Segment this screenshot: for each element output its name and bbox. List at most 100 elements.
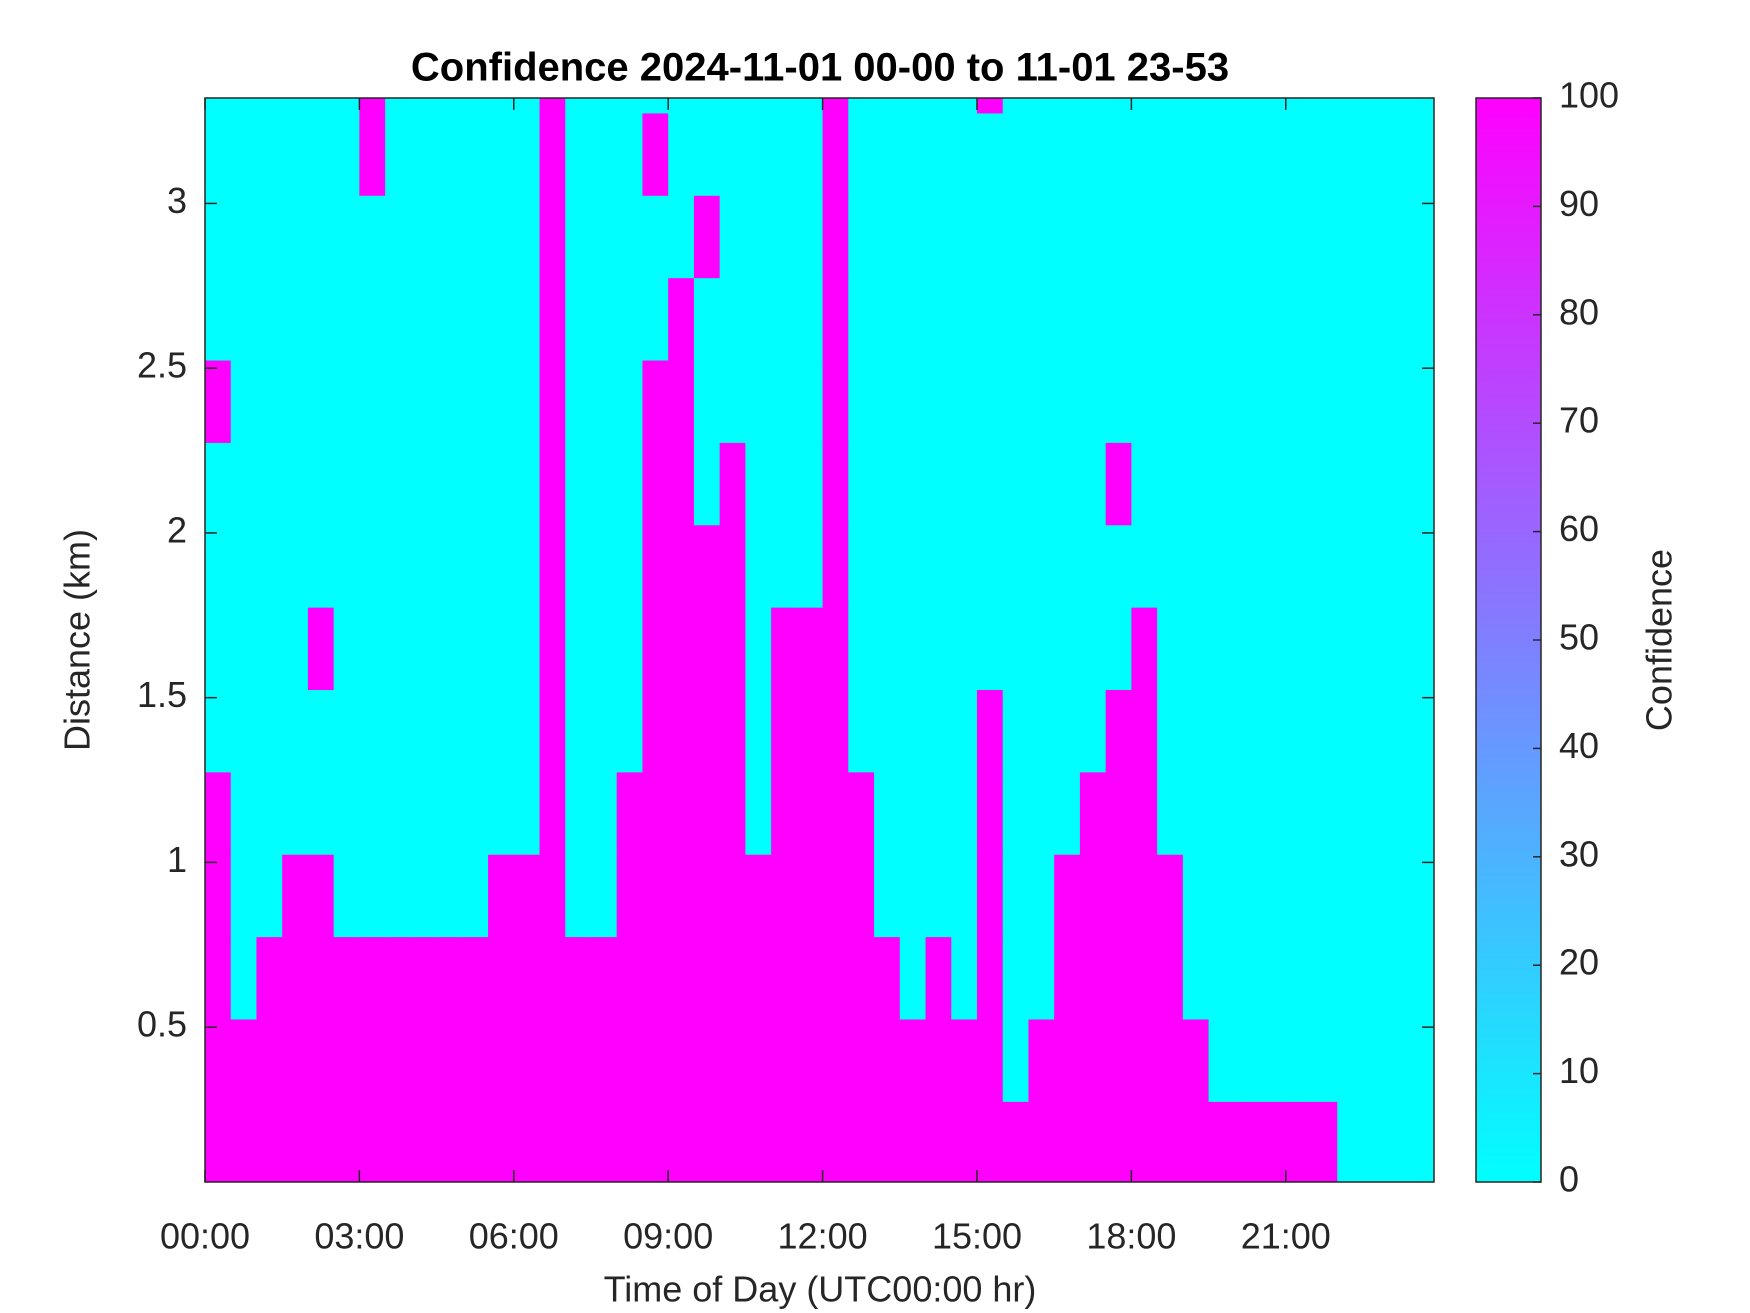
heatmap-cell [307,442,335,526]
heatmap-cell [616,607,644,691]
heatmap-cell [822,936,849,1020]
heatmap-cell [848,854,875,938]
heatmap-cell [1285,442,1313,526]
heatmap-cell [462,112,489,196]
heatmap-cell [642,98,669,114]
heatmap-cell [693,1101,721,1182]
heatmap-cell [282,936,309,1020]
heatmap-cell [1414,1018,1434,1102]
heatmap-cell [616,1101,644,1182]
colorbar-tick-label: 10 [1559,1050,1599,1091]
heatmap-cell [899,607,927,691]
heatmap-cell [1028,442,1055,526]
heatmap-cell [230,195,258,279]
heatmap-cell [590,195,618,279]
heatmap-cell [1105,442,1132,526]
heatmap-cell [1105,524,1132,608]
heatmap-cell [616,854,644,938]
heatmap-cell [307,689,335,773]
heatmap-cell [256,277,283,361]
heatmap-cell [1157,771,1184,855]
heatmap-cell [1157,1101,1184,1182]
heatmap-cell [1208,112,1235,196]
heatmap-cell [1260,936,1287,1020]
heatmap-cell [333,524,360,608]
heatmap-cell [848,112,875,196]
heatmap-cell [230,98,258,114]
heatmap-cell [307,359,335,443]
heatmap-cell [462,607,489,691]
heatmap-cell [1002,277,1030,361]
heatmap-cell [1157,442,1184,526]
heatmap-cell [462,442,489,526]
heatmap-cell [693,936,721,1020]
heatmap-cell [436,607,463,691]
heatmap-cell [590,524,618,608]
heatmap-cell [1054,359,1081,443]
heatmap-cell [1182,936,1210,1020]
heatmap-cell [1079,98,1107,114]
heatmap-cell [359,689,386,773]
heatmap-cell [1105,936,1132,1020]
heatmap-cell [874,689,901,773]
heatmap-cell [1260,771,1287,855]
heatmap-cell [719,195,746,279]
heatmap-cell [822,112,849,196]
heatmap-cell [1182,98,1210,114]
heatmap-cell [848,277,875,361]
heatmap-cell [539,359,566,443]
heatmap-cell [1234,607,1261,691]
heatmap-cell [590,771,618,855]
heatmap-cell [1028,771,1055,855]
heatmap-cell [1337,112,1364,196]
heatmap-cell [899,1018,927,1102]
heatmap-cell [925,854,952,938]
heatmap-cell [1234,98,1261,114]
heatmap-cell [205,195,232,279]
heatmap-cell [848,771,875,855]
heatmap-cell [410,195,438,279]
heatmap-cell [1311,936,1338,1020]
heatmap-cell [307,1101,335,1182]
heatmap-cell [668,112,695,196]
heatmap-cell [256,936,283,1020]
heatmap-cell [642,771,669,855]
heatmap-cell [1388,195,1416,279]
heatmap-cell [282,771,309,855]
heatmap-cell [1337,1101,1364,1182]
heatmap-cell [590,1018,618,1102]
heatmap-cell [822,195,849,279]
heatmap-cell [771,607,798,691]
heatmap-cell [1337,524,1364,608]
heatmap-cell [719,98,746,114]
heatmap-cell [668,607,695,691]
heatmap-cell [462,277,489,361]
heatmap-cell [951,607,978,691]
heatmap-cell [1028,524,1055,608]
heatmap-cell [925,1101,952,1182]
heatmap-cell [205,854,232,938]
heatmap-cell [1362,112,1390,196]
heatmap-cell [976,112,1004,196]
heatmap-cell [359,854,386,938]
heatmap-cell [282,277,309,361]
heatmap-cell [230,936,258,1020]
heatmap-cell [385,1101,412,1182]
heatmap-cell [1234,112,1261,196]
heatmap-cell [642,854,669,938]
heatmap-cell [771,1101,798,1182]
colorbar-label: Confidence [1639,549,1680,731]
heatmap-cell [513,359,541,443]
heatmap-cell [565,1018,592,1102]
heatmap-cell [205,689,232,773]
heatmap-cell [719,524,746,608]
heatmap-cell [539,195,566,279]
heatmap-cell [333,359,360,443]
heatmap-cell [951,936,978,1020]
heatmap-cell [1105,359,1132,443]
heatmap-cell [822,854,849,938]
heatmap-cell [822,359,849,443]
heatmap-cell [1182,1018,1210,1102]
heatmap-cell [796,689,824,773]
